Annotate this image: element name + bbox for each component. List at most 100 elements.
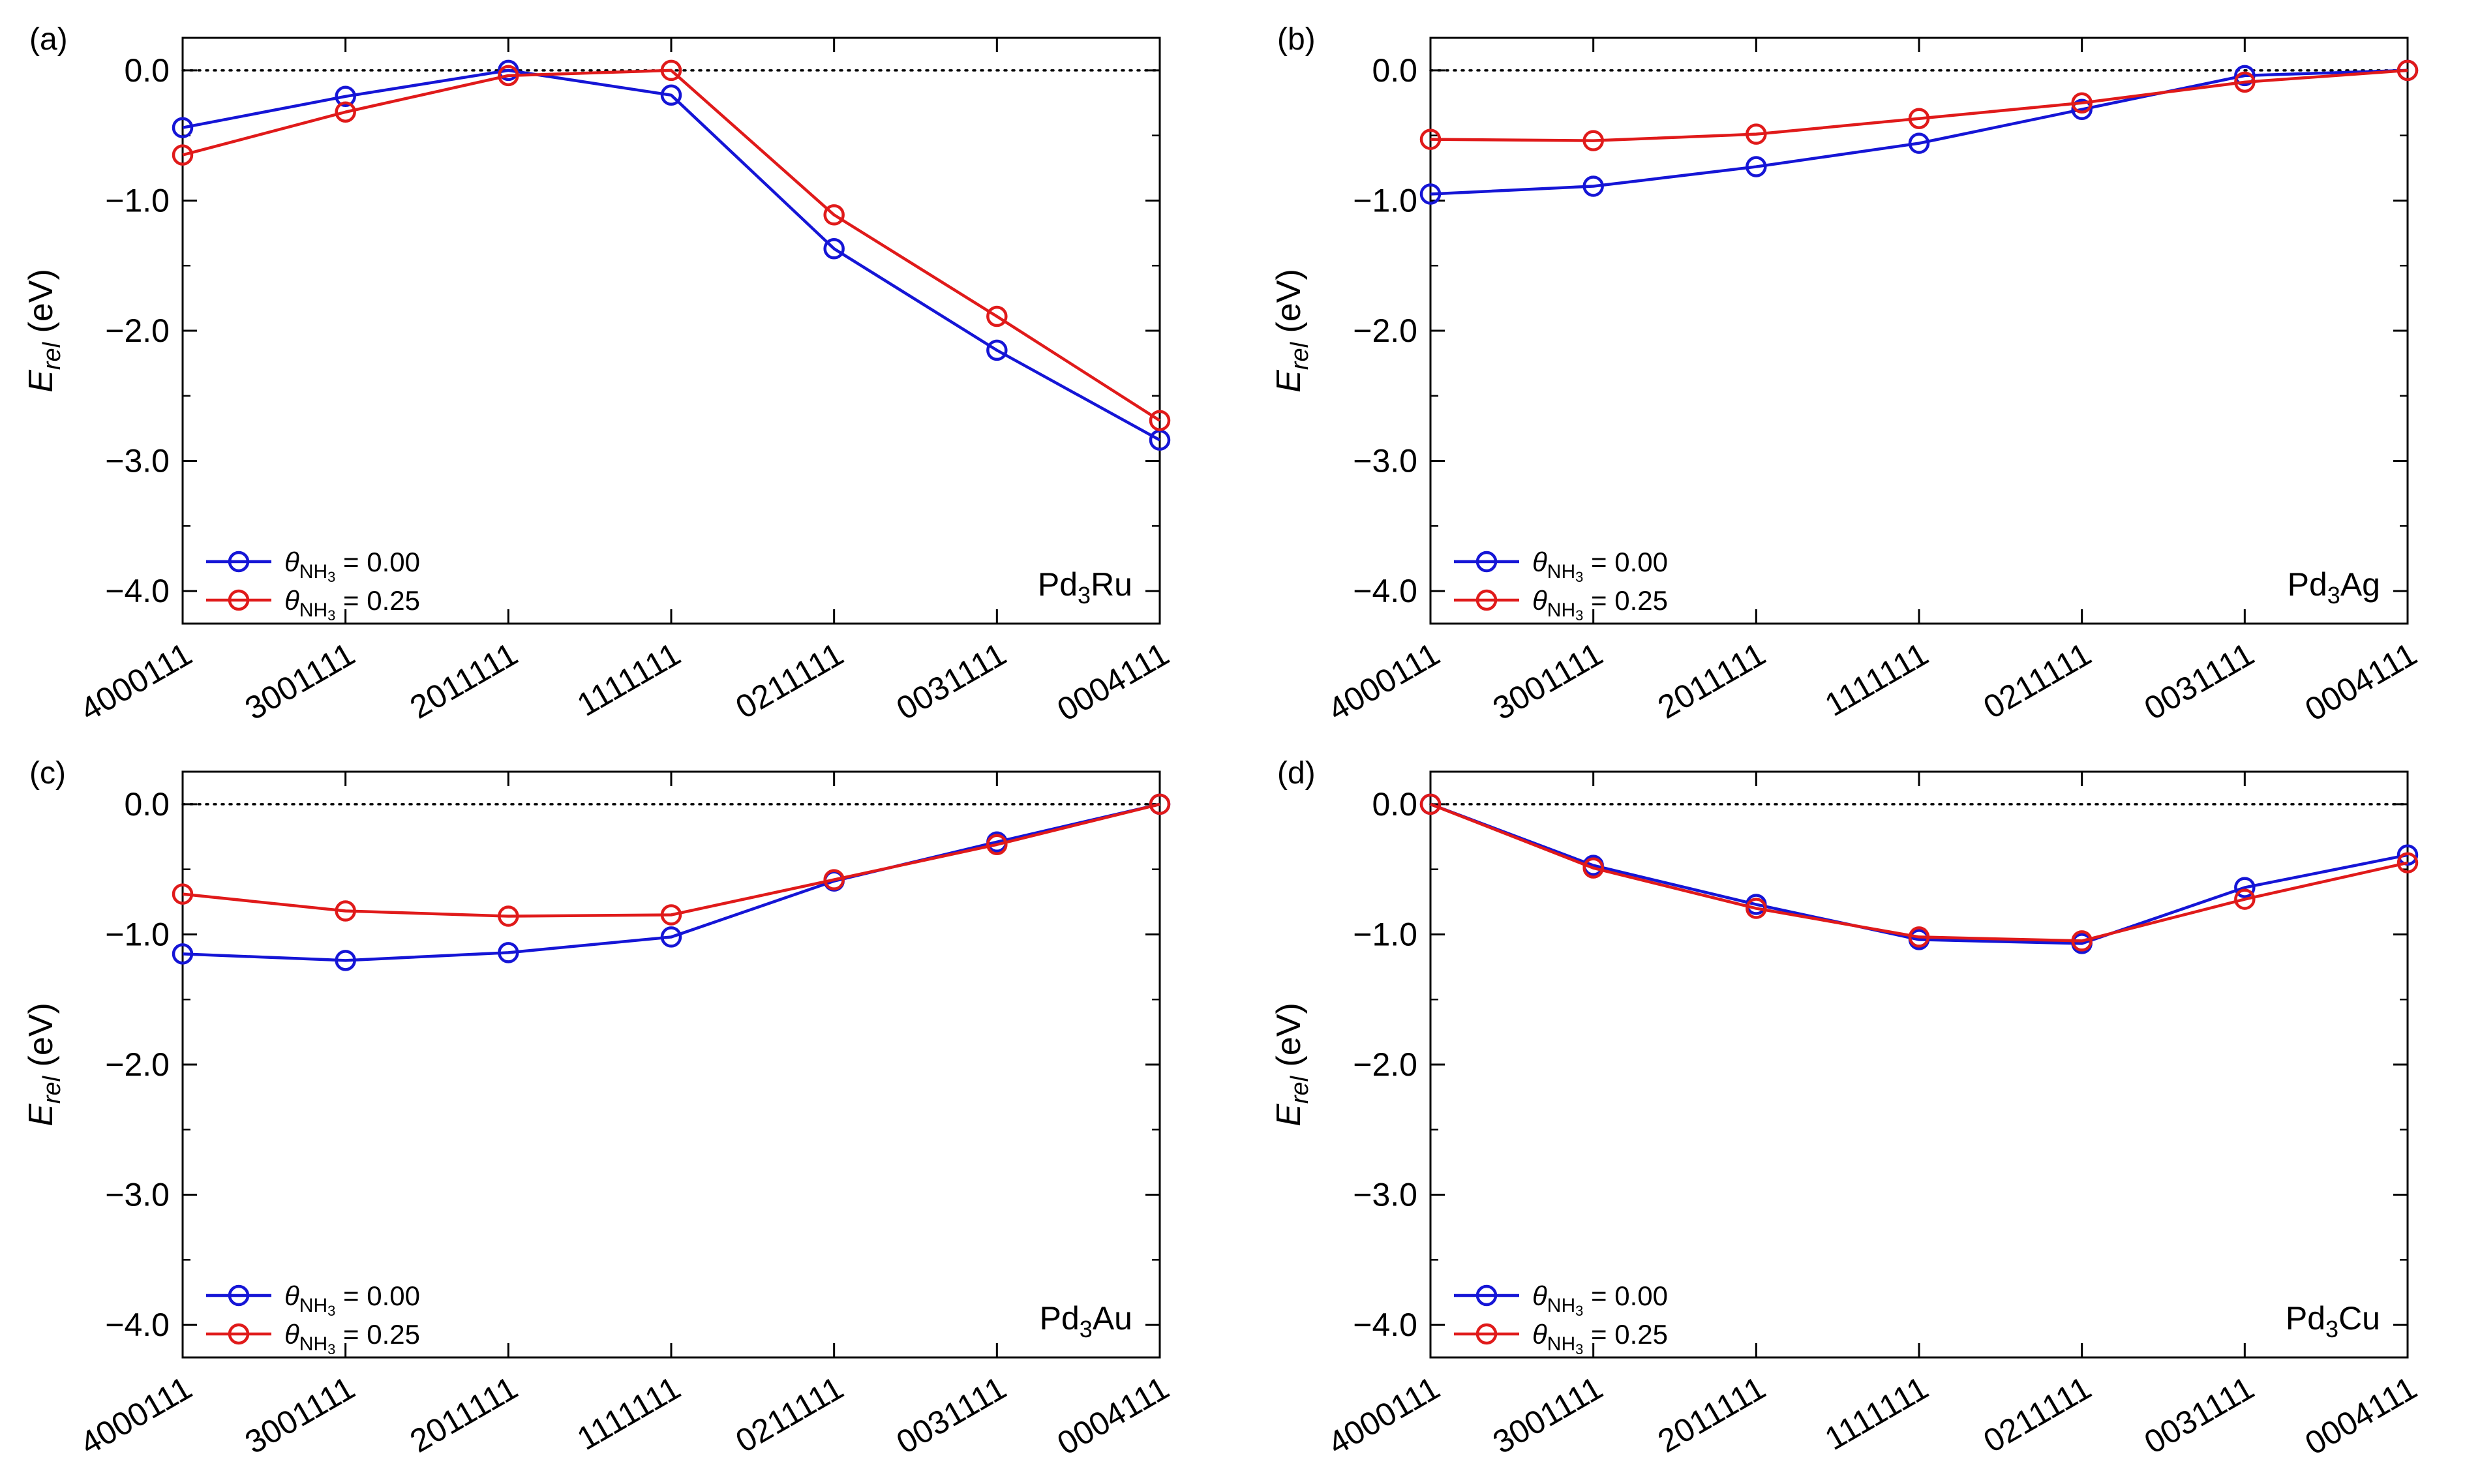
data-point	[2071, 930, 2093, 952]
data-point	[1746, 156, 1767, 177]
x-tick-label: 0031111	[2138, 635, 2260, 727]
data-point	[335, 900, 356, 922]
data-point	[335, 85, 356, 108]
y-tick-label: −2.0	[105, 312, 170, 349]
legend-marker	[228, 1323, 250, 1345]
material-label: Pd3Cu	[2286, 1300, 2380, 1342]
legend-label: θNH3 = 0.25	[1532, 1319, 1668, 1357]
x-tick-label: 2011111	[404, 635, 524, 725]
data-point	[986, 339, 1008, 361]
data-point	[1582, 175, 1604, 197]
legend-entry-0: θNH3 = 0.00	[206, 1280, 420, 1319]
data-point	[1419, 793, 1442, 815]
y-tick-label: −3.0	[1353, 1177, 1417, 1213]
x-tick-label: 3001111	[1487, 1369, 1609, 1461]
plot-frame	[1429, 37, 2409, 625]
chart-panel-d: 0.0 −1.0 −2.0 −3.0 −4.0 4000111 3001111 2011111…	[1270, 756, 2423, 1462]
panel-letter: (d)	[1277, 756, 1316, 791]
data-point	[660, 59, 682, 82]
legend-marker	[1475, 589, 1498, 611]
legend-label: θNH3 = 0.25	[1532, 585, 1668, 624]
legend-label: θNH3 = 0.00	[1532, 1280, 1668, 1319]
legend-marker	[228, 551, 250, 573]
material-label: Pd3Au	[1040, 1300, 1132, 1342]
y-tick-label: 0.0	[124, 786, 170, 823]
x-tick-label: 0004111	[2299, 1369, 2423, 1462]
legend-entry-1: θNH3 = 0.25	[206, 1319, 420, 1357]
series-line	[182, 68, 1161, 422]
legend-entry-1: θNH3 = 0.25	[206, 585, 420, 624]
y-tick-label: −4.0	[1353, 1307, 1417, 1343]
y-tick-label: 0.0	[1372, 786, 1417, 823]
x-tick-label: 2011111	[1652, 635, 1772, 725]
x-tick-label: 0211111	[1977, 1369, 2097, 1459]
x-tick-label: 0004111	[1051, 635, 1175, 728]
series-line	[1430, 68, 2408, 142]
material-label: Pd3Ru	[1038, 566, 1132, 609]
data-point	[1908, 132, 1930, 154]
legend-entry-0: θNH3 = 0.00	[206, 547, 420, 585]
data-point	[2397, 852, 2419, 873]
legend-marker	[228, 1284, 250, 1307]
data-point	[2234, 65, 2256, 87]
data-point	[172, 117, 194, 138]
legend-entry-0: θNH3 = 0.00	[1454, 547, 1668, 585]
series-line	[1430, 68, 2408, 196]
legend-marker	[228, 589, 250, 611]
data-point	[1419, 129, 1442, 150]
data-point	[1582, 857, 1604, 879]
y-tick-label: −3.0	[105, 443, 170, 479]
y-axis-label: Erel (eV)	[1270, 269, 1314, 393]
y-tick-label: −1.0	[105, 182, 170, 219]
x-tick-label: 1111111	[1819, 1369, 1934, 1457]
series-line	[182, 802, 1160, 918]
data-point	[335, 101, 356, 123]
plot-frame	[181, 770, 1161, 1359]
data-point	[2397, 59, 2419, 82]
data-point	[823, 238, 845, 260]
panel-letter: (c)	[29, 756, 66, 791]
series-1	[172, 793, 1171, 927]
legend-entry-1: θNH3 = 0.25	[1454, 585, 1668, 624]
legend-marker	[1475, 1323, 1498, 1345]
data-point	[1419, 183, 1442, 205]
y-tick-label: −4.0	[105, 1307, 170, 1343]
data-point	[172, 943, 194, 965]
series-0	[172, 793, 1171, 971]
y-tick-label: −3.0	[105, 1177, 170, 1213]
plot-frame	[181, 37, 1161, 625]
y-axis-label: Erel (eV)	[22, 1003, 66, 1127]
series-line	[182, 68, 1161, 442]
y-tick-label: −1.0	[1353, 916, 1417, 952]
data-point	[1746, 123, 1767, 145]
y-axis-label: Erel (eV)	[1270, 1003, 1314, 1127]
y-tick-label: 0.0	[124, 52, 170, 89]
data-point	[498, 65, 519, 87]
legend-entry-0: θNH3 = 0.00	[1454, 1280, 1668, 1319]
data-point	[1746, 898, 1767, 919]
data-point	[172, 144, 194, 166]
x-tick-label: 4000111	[74, 635, 198, 728]
x-tick-label: 0031111	[2138, 1369, 2260, 1461]
series-line	[1430, 802, 2408, 943]
x-tick-label: 0211111	[729, 1369, 849, 1459]
legend-marker	[1475, 1284, 1498, 1307]
y-tick-label: −4.0	[105, 573, 170, 609]
data-point	[1149, 793, 1171, 815]
x-tick-label: 2011111	[1652, 1369, 1772, 1459]
legend-label: θNH3 = 0.25	[284, 585, 420, 624]
legend-label: θNH3 = 0.00	[284, 547, 420, 585]
series-line	[1430, 802, 2408, 945]
y-tick-label: 0.0	[1372, 52, 1417, 89]
x-tick-label: 1111111	[571, 1369, 686, 1457]
x-tick-label: 0211111	[729, 635, 849, 725]
x-tick-label: 1111111	[1819, 635, 1934, 723]
x-tick-label: 3001111	[239, 1369, 361, 1461]
series-1	[1419, 793, 2419, 952]
data-point	[172, 883, 194, 905]
chart-panel-a: 0.0 −1.0 −2.0 −3.0 −4.0 4000111 3001111 2011111…	[22, 22, 1175, 728]
data-point	[2234, 71, 2256, 93]
data-point	[1582, 130, 1604, 151]
data-point	[498, 942, 519, 963]
